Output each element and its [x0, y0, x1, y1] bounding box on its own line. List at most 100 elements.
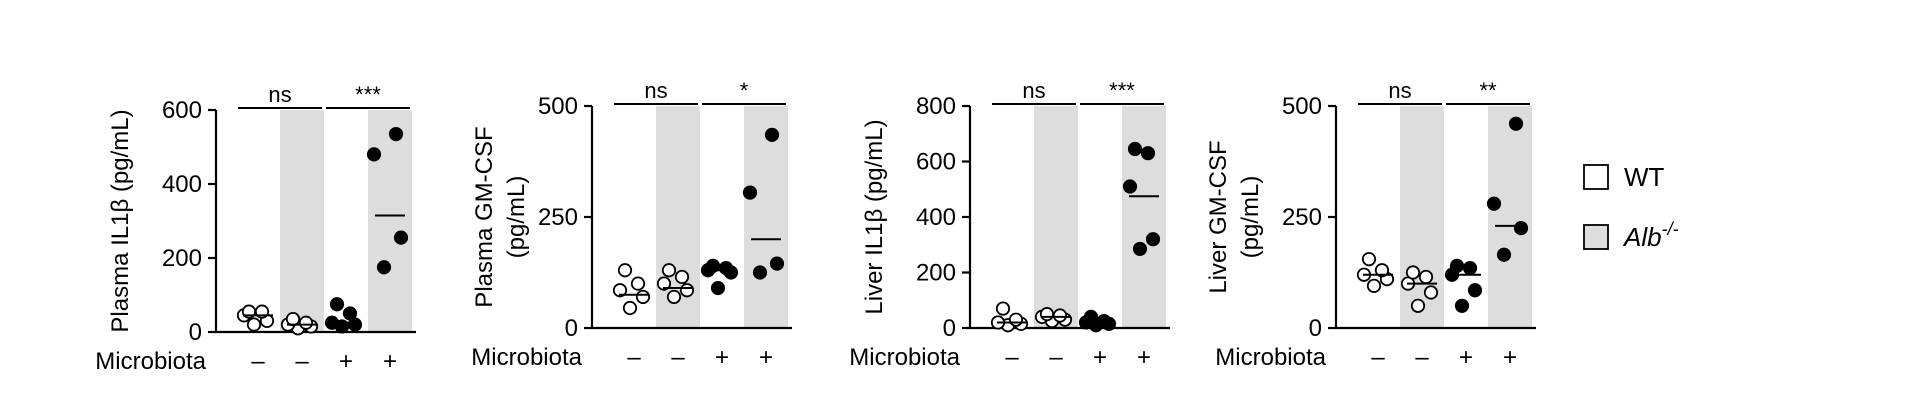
data-point — [1052, 308, 1068, 323]
microbiota-marker: – — [1371, 344, 1385, 371]
y-axis-label: (pg/mL) — [1237, 176, 1264, 259]
y-tick-label: 250 — [1282, 204, 1322, 231]
legend: WT Alb-/- — [1583, 162, 1679, 252]
data-point — [705, 258, 721, 273]
significance-label: *** — [355, 82, 381, 107]
microbiota-marker: – — [627, 344, 641, 371]
legend-swatch — [1583, 224, 1609, 250]
significance-label: * — [740, 78, 749, 103]
data-point — [622, 300, 638, 316]
microbiota-marker: + — [1137, 344, 1151, 371]
panels: 0 200 400 600 Plasma IL1β (pg/mL) – – + + Microbi… — [95, 78, 1536, 375]
data-point — [393, 230, 409, 245]
significance-label: ns — [268, 82, 291, 107]
significance-label: ** — [1479, 78, 1497, 103]
microbiota-label: Microbiota — [471, 344, 582, 371]
data-point — [1508, 116, 1524, 131]
y-axis-label: Plasma GM-CSF — [471, 126, 498, 307]
microbiota-marker: – — [671, 344, 685, 371]
microbiota-label: Microbiota — [95, 348, 206, 375]
data-point — [1096, 313, 1112, 329]
data-point — [1145, 232, 1161, 247]
data-point — [1462, 260, 1478, 276]
data-point — [752, 265, 768, 280]
microbiota-marker: – — [1005, 344, 1019, 371]
microbiota-marker: + — [383, 348, 397, 375]
y-tick-label: 0 — [565, 315, 578, 342]
y-tick-label: 0 — [1309, 315, 1322, 342]
data-point — [342, 306, 358, 321]
legend-swatch — [1583, 164, 1609, 190]
y-axis-label: Plasma IL1β (pg/mL) — [107, 109, 134, 332]
data-point — [388, 126, 404, 142]
panel-4: 0 250 500 Liver GM-CSF (pg/mL) – – + + Microbiota… — [1205, 78, 1536, 371]
microbiota-marker: – — [1049, 344, 1063, 371]
y-tick-label: 600 — [916, 149, 956, 176]
microbiota-marker: + — [339, 348, 353, 375]
y-tick-label: 200 — [162, 245, 202, 272]
data-point — [1410, 298, 1426, 313]
data-point — [1418, 269, 1434, 285]
data-point — [630, 276, 646, 291]
data-point — [1405, 265, 1421, 280]
microbiota-marker: + — [759, 344, 773, 371]
data-point — [285, 311, 301, 327]
microbiota-marker: + — [715, 344, 729, 371]
data-point — [718, 260, 734, 276]
microbiota-marker: + — [1503, 344, 1517, 371]
data-point — [1496, 247, 1512, 262]
microbiota-label: Microbiota — [1215, 344, 1326, 371]
significance-label: *** — [1109, 78, 1135, 103]
data-point — [661, 263, 677, 278]
data-point — [1361, 252, 1377, 267]
alb-shade-column — [368, 110, 412, 332]
microbiota-marker: – — [295, 348, 309, 375]
data-point — [1449, 258, 1465, 273]
data-point — [1008, 312, 1024, 327]
panel-3: 0 200 400 600 800 Liver IL1β (pg/mL) – – + + Micro… — [849, 78, 1170, 371]
data-point — [1467, 283, 1483, 298]
data-point — [1486, 196, 1502, 211]
data-point — [742, 185, 758, 200]
y-axis-label: (pg/mL) — [503, 176, 530, 259]
microbiota-marker: – — [251, 348, 265, 375]
y-tick-label: 800 — [916, 93, 956, 120]
data-point — [617, 263, 633, 278]
legend-label: WT — [1624, 162, 1665, 192]
microbiota-marker: + — [1093, 344, 1107, 371]
y-tick-label: 400 — [916, 204, 956, 231]
alb-shade-column — [1122, 106, 1166, 328]
y-tick-label: 400 — [162, 171, 202, 198]
significance-label: ns — [1388, 78, 1411, 103]
y-tick-label: 200 — [916, 260, 956, 287]
data-point — [764, 127, 780, 142]
legend-label: Alb-/- — [1622, 219, 1679, 252]
panel-1: 0 200 400 600 Plasma IL1β (pg/mL) – – + + Microbi… — [95, 82, 416, 375]
data-point — [1454, 298, 1470, 313]
y-tick-label: 500 — [538, 93, 578, 120]
y-axis-label: Liver IL1β (pg/mL) — [861, 119, 888, 314]
alb-shade-column — [744, 106, 788, 328]
y-tick-label: 600 — [162, 97, 202, 124]
data-point — [1140, 146, 1156, 161]
y-tick-label: 500 — [1282, 93, 1322, 120]
data-point — [674, 269, 690, 285]
data-point — [1127, 141, 1143, 157]
alb-shade-column — [1488, 106, 1532, 328]
data-point — [769, 256, 785, 271]
alb-shade-column — [1034, 106, 1078, 328]
data-point — [1513, 221, 1529, 236]
data-point — [366, 147, 382, 162]
data-point — [1374, 263, 1390, 278]
significance-label: ns — [1022, 78, 1045, 103]
data-point — [1132, 241, 1148, 257]
data-point — [666, 289, 682, 305]
data-point — [995, 301, 1011, 316]
data-point — [679, 283, 695, 298]
significance-label: ns — [644, 78, 667, 103]
data-point — [1039, 307, 1055, 322]
data-point — [656, 276, 672, 291]
data-point — [1122, 179, 1138, 194]
y-tick-label: 0 — [943, 315, 956, 342]
data-point — [1423, 285, 1439, 300]
